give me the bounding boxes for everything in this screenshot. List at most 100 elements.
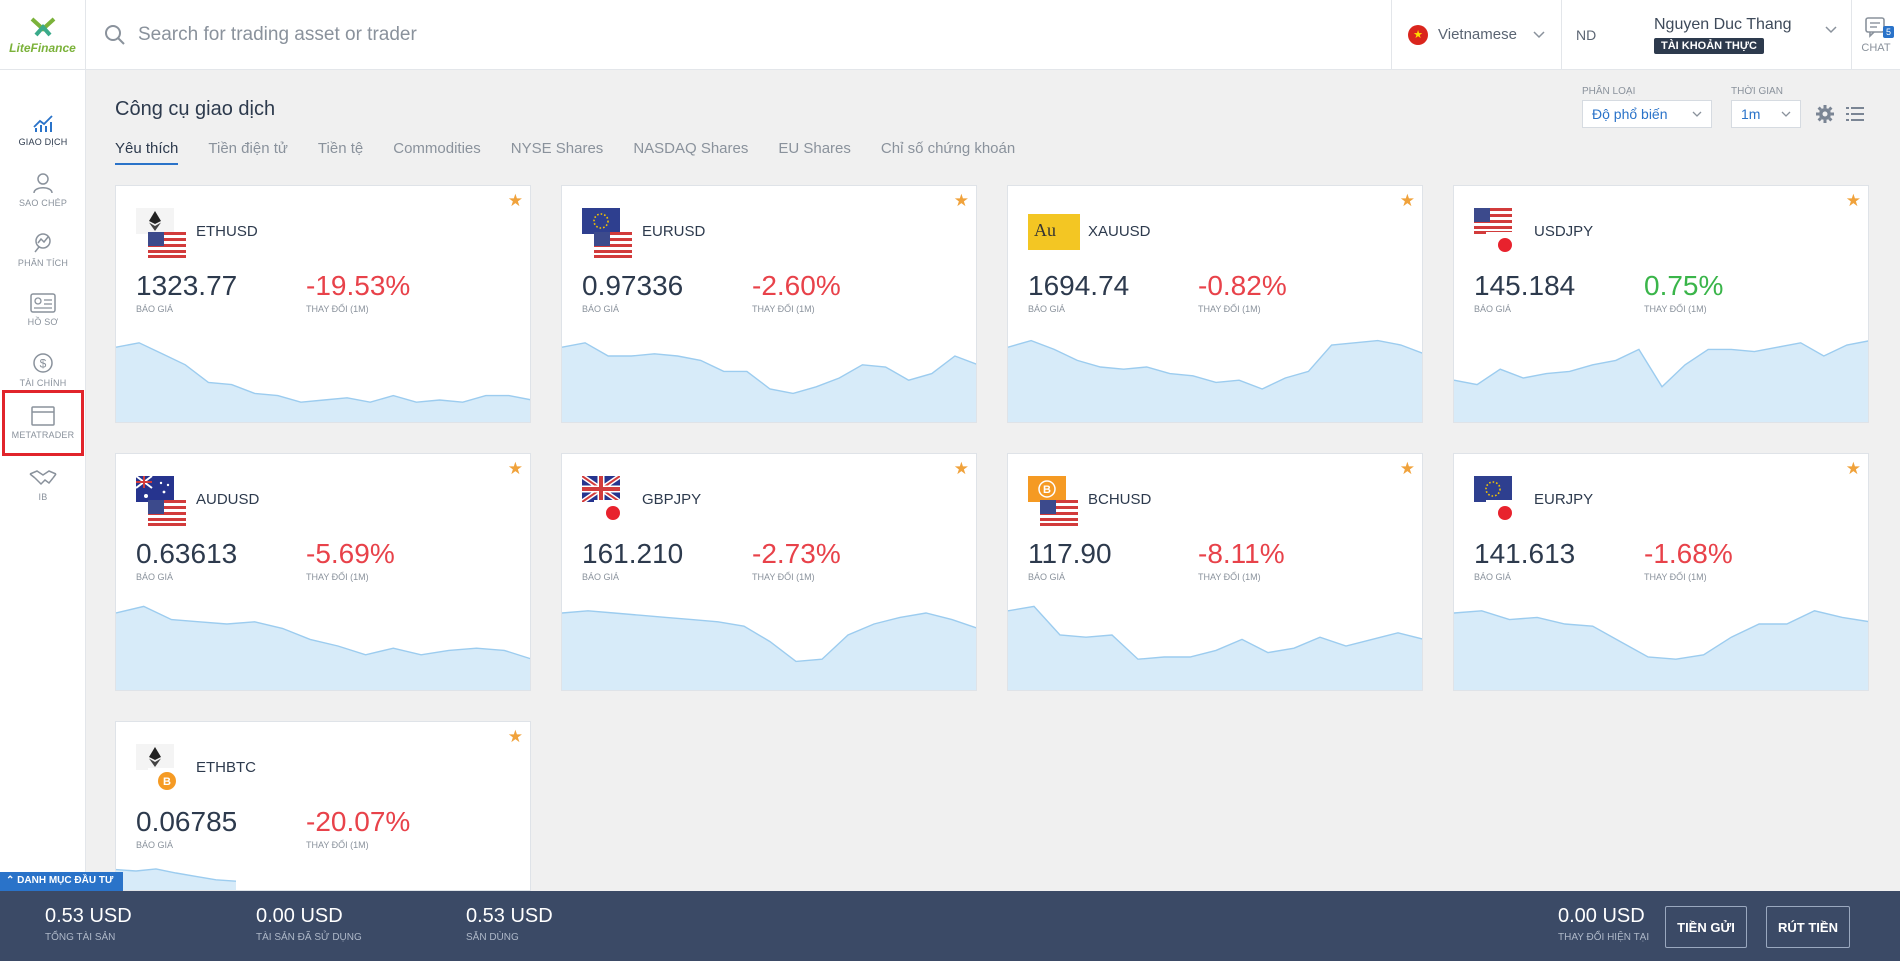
sidebar-item-label: IB xyxy=(38,492,48,502)
asset-symbol: ETHUSD xyxy=(196,223,258,240)
vietnam-flag-icon: ★ xyxy=(1408,24,1428,45)
time-select[interactable]: 1m xyxy=(1731,100,1801,128)
asset-symbol: AUDUSD xyxy=(196,491,260,508)
filter-label: THỜI GIAN xyxy=(1731,86,1783,97)
asset-flags xyxy=(1474,208,1526,258)
asset-card-audusd[interactable]: ★ AUDUSD 0.63613 BÁO GIÁ -5.69% THAY ĐỔI… xyxy=(115,453,531,691)
analysis-icon xyxy=(34,233,51,253)
change-label: THAY ĐỔI (1M) xyxy=(752,304,815,314)
tab-currencies[interactable]: Tiền tệ xyxy=(317,140,364,157)
favorite-star-icon[interactable]: ★ xyxy=(1845,459,1861,478)
price-label: BÁO GIÁ xyxy=(136,840,174,850)
total-assets-value: 0.53 USD xyxy=(45,905,132,927)
tab-nasdaq-shares[interactable]: NASDAQ Shares xyxy=(633,140,749,157)
price-label: BÁO GIÁ xyxy=(1474,572,1512,582)
tab-favorites[interactable]: Yêu thích xyxy=(115,140,179,165)
favorite-star-icon[interactable]: ★ xyxy=(953,191,969,210)
eu-flag-icon xyxy=(1474,476,1512,502)
price-label: BÁO GIÁ xyxy=(136,572,174,582)
asset-flags: Au xyxy=(1028,208,1080,258)
sidebar-item-ib[interactable]: IB xyxy=(0,455,86,515)
logo-text: LiteFinance xyxy=(9,40,76,55)
tab-commodities[interactable]: Commodities xyxy=(393,140,481,157)
favorite-star-icon[interactable]: ★ xyxy=(507,727,523,746)
chat-button[interactable]: 5 CHAT xyxy=(1852,0,1900,69)
used-assets-label: TÀI SẢN ĐÃ SỬ DỤNG xyxy=(256,932,362,943)
list-view-icon[interactable] xyxy=(1845,104,1865,124)
asset-symbol: EURUSD xyxy=(642,223,706,240)
usa-flag-icon xyxy=(148,232,186,258)
asset-change: 0.75% xyxy=(1644,270,1724,301)
bitcoin-cash-icon: B xyxy=(1028,476,1066,502)
sparkline-chart xyxy=(1008,312,1422,422)
favorite-star-icon[interactable]: ★ xyxy=(507,459,523,478)
asset-card-bchusd[interactable]: ★ B BCHUSD 117.90 BÁO GIÁ -8.11% THAY ĐỔ… xyxy=(1007,453,1423,691)
change-label: THAY ĐỔI (1M) xyxy=(1644,572,1707,582)
sidebar-item-copy[interactable]: SAO CHÉP xyxy=(0,160,86,220)
favorite-star-icon[interactable]: ★ xyxy=(1845,191,1861,210)
tab-crypto[interactable]: Tiền điện tử xyxy=(208,140,288,157)
logo-icon xyxy=(30,17,55,36)
logo[interactable]: LiteFinance xyxy=(0,0,86,69)
deposit-button[interactable]: TIỀN GỬI xyxy=(1665,906,1747,948)
category-select-value: Độ phổ biến xyxy=(1592,106,1668,122)
search-input[interactable] xyxy=(138,23,1038,46)
asset-card-ethbtc[interactable]: ★ B ETHBTC 0.06785 BÁO GIÁ -20.07% THAY … xyxy=(115,721,531,891)
favorite-star-icon[interactable]: ★ xyxy=(1399,459,1415,478)
sparkline-area xyxy=(1454,610,1868,690)
svg-text:Au: Au xyxy=(1034,220,1056,240)
usa-flag-icon xyxy=(1474,208,1512,234)
dollar-icon: $ xyxy=(33,353,53,373)
tab-stock-indices[interactable]: Chỉ số chứng khoán xyxy=(880,140,1016,157)
price-label: BÁO GIÁ xyxy=(1474,304,1512,314)
sidebar-item-analysis[interactable]: PHÂN TÍCH xyxy=(0,220,86,280)
withdraw-button[interactable]: RÚT TIỀN xyxy=(1766,906,1850,948)
australia-flag-icon xyxy=(136,476,174,502)
change-label: THAY ĐỔI (1M) xyxy=(306,572,369,582)
language-label: Vietnamese xyxy=(1438,26,1517,43)
japan-flag-icon xyxy=(594,500,632,526)
search-bar xyxy=(86,0,1392,69)
profile-card-icon xyxy=(30,293,56,313)
bitcoin-icon: B xyxy=(148,768,186,794)
language-select[interactable]: ★ Vietnamese xyxy=(1392,0,1562,69)
asset-flags xyxy=(582,476,634,526)
favorite-star-icon[interactable]: ★ xyxy=(507,191,523,210)
favorite-star-icon[interactable]: ★ xyxy=(1399,191,1415,210)
account-type-badge: TÀI KHOẢN THỰC xyxy=(1654,37,1764,54)
asset-card-eurusd[interactable]: ★ EURUSD 0.97336 BÁO GIÁ -2.60% THAY ĐỔI… xyxy=(561,185,977,423)
favorite-star-icon[interactable]: ★ xyxy=(953,459,969,478)
asset-change: -0.82% xyxy=(1198,270,1287,301)
asset-card-gbpjpy[interactable]: ★ GBPJPY 161.210 BÁO GIÁ -2.73% THAY ĐỔI… xyxy=(561,453,977,691)
tab-eu-shares[interactable]: EU Shares xyxy=(778,140,851,157)
sparkline-line xyxy=(562,343,977,394)
asset-card-eurjpy[interactable]: ★ EURJPY 141.613 BÁO GIÁ -1.68% THAY ĐỔI… xyxy=(1453,453,1869,691)
asset-change: -19.53% xyxy=(306,270,411,301)
sidebar-item-metatrader[interactable]: METATRADER xyxy=(2,390,84,456)
sidebar-item-label: PHÂN TÍCH xyxy=(17,258,69,268)
page-title: Công cụ giao dịch xyxy=(115,98,276,120)
chevron-down-icon xyxy=(1825,26,1837,34)
category-select[interactable]: Độ phổ biến xyxy=(1582,100,1712,128)
asset-card-ethusd[interactable]: ★ ETHUSD 1323.77 BÁO GIÁ -19.53% THAY ĐỔ… xyxy=(115,185,531,423)
asset-change: -8.11% xyxy=(1198,538,1285,569)
portfolio-tab[interactable]: ⌃ DANH MỤC ĐẦU TƯ xyxy=(0,872,124,891)
sparkline-chart xyxy=(1454,580,1868,690)
chat-count-badge: 5 xyxy=(1882,26,1894,38)
sidebar-item-profile[interactable]: HỒ SƠ xyxy=(0,280,86,340)
available-funds: 0.53 USD SẴN DÙNG xyxy=(466,905,553,943)
sidebar-item-trading[interactable]: GIAO DỊCH xyxy=(0,100,86,160)
user-menu[interactable]: ND Nguyen Duc Thang TÀI KHOẢN THỰC xyxy=(1562,0,1852,69)
chevron-down-icon xyxy=(1533,30,1545,38)
price-label: BÁO GIÁ xyxy=(136,304,174,314)
tab-nyse-shares[interactable]: NYSE Shares xyxy=(510,140,604,157)
total-assets-label: TỔNG TÀI SẢN xyxy=(45,932,116,943)
gear-icon[interactable] xyxy=(1815,104,1835,124)
sidebar-item-label: METATRADER xyxy=(11,430,75,440)
change-label: THAY ĐỔI (1M) xyxy=(1644,304,1707,314)
eu-flag-icon xyxy=(582,208,620,234)
sidebar-item-finance[interactable]: $ TÀI CHÍNH xyxy=(0,340,86,400)
asset-card-xauusd[interactable]: ★ Au XAUUSD 1694.74 BÁO GIÁ -0.82% THAY … xyxy=(1007,185,1423,423)
asset-card-usdjpy[interactable]: ★ USDJPY 145.184 BÁO GIÁ 0.75% THAY ĐỔI … xyxy=(1453,185,1869,423)
available-label: SẴN DÙNG xyxy=(466,932,519,943)
